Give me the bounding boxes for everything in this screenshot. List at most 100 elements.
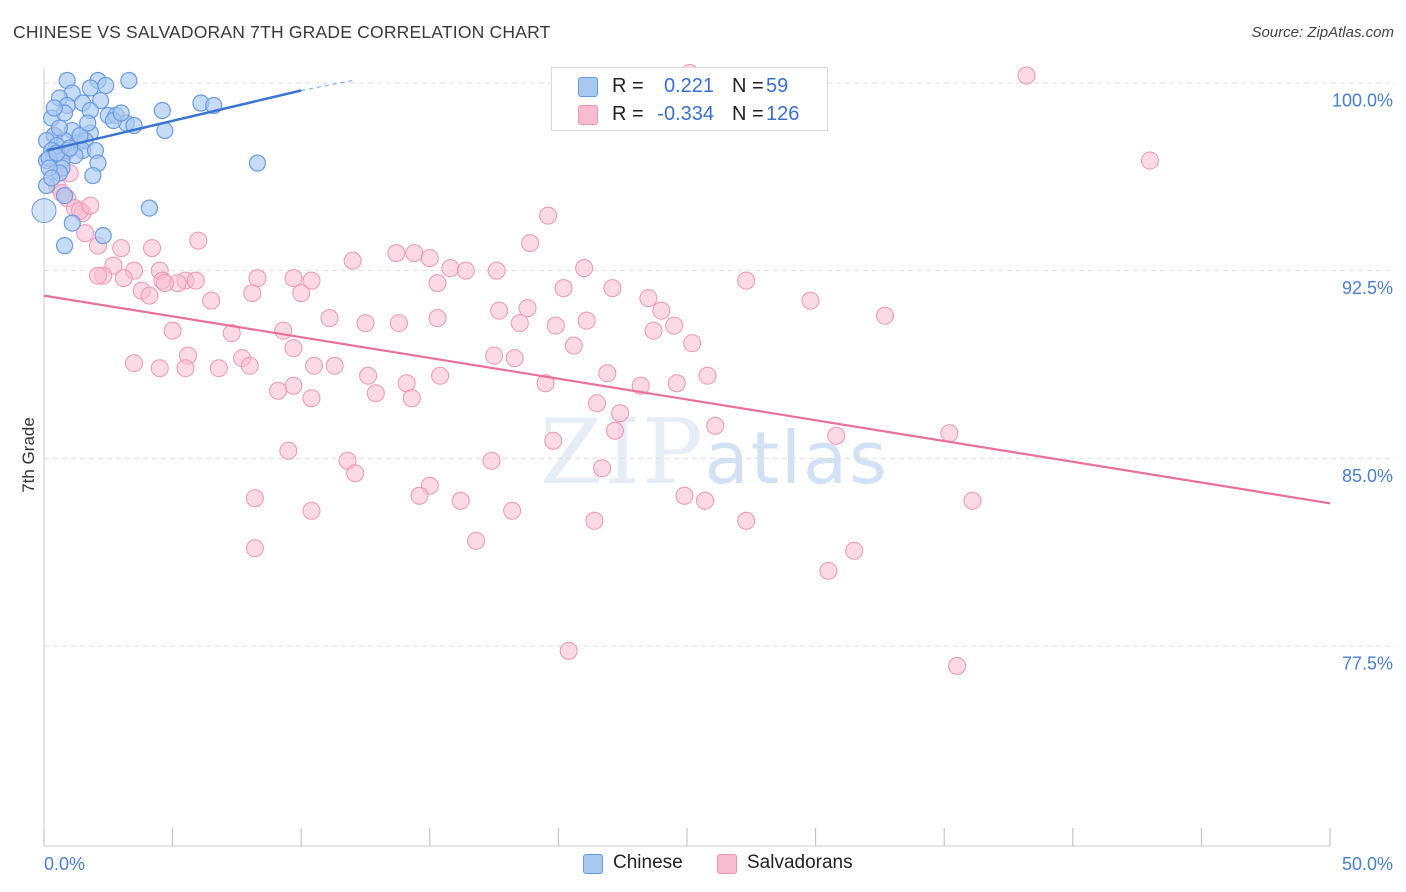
- r-value: -0.334: [657, 103, 714, 125]
- chinese-point: [79, 114, 97, 132]
- chinese-point: [94, 227, 112, 245]
- salvadorans-point: [737, 511, 756, 530]
- r-value: 0.221: [663, 75, 714, 97]
- chinese-point: [112, 104, 130, 122]
- y-tick-label: 100.0%: [1332, 91, 1393, 111]
- n-label: N =: [732, 103, 764, 125]
- chart-title: CHINESE VS SALVADORAN 7TH GRADE CORRELAT…: [13, 22, 551, 42]
- salvadorans-point: [240, 356, 259, 375]
- salvadorans-point: [536, 374, 555, 393]
- salvadorans-point: [112, 239, 131, 258]
- legend-row-chinese: R = 0.221 N = 59: [552, 72, 827, 100]
- salvadorans-point: [940, 424, 959, 443]
- n-value: 59: [766, 75, 789, 97]
- salvadorans-point: [737, 271, 756, 290]
- salvadorans-point: [467, 531, 486, 550]
- salvadorans-point: [948, 656, 967, 675]
- salvadorans-point: [397, 374, 416, 393]
- salvadorans-point: [683, 334, 702, 353]
- salvadorans-point: [81, 196, 100, 215]
- chinese-point: [45, 99, 63, 117]
- chinese-point: [50, 119, 69, 137]
- chinese-point: [140, 199, 159, 217]
- salvadorans-point: [76, 224, 95, 243]
- salvadorans-point: [420, 249, 439, 268]
- salvadorans-point: [284, 269, 303, 288]
- salvadorans-point: [644, 321, 663, 340]
- salvadorans-point: [544, 431, 563, 450]
- salvadorans-point: [451, 491, 470, 510]
- salvadorans-point: [801, 291, 820, 310]
- salvadorans-point: [456, 261, 475, 280]
- salvadorans-point: [305, 356, 324, 375]
- salvadorans-point: [487, 261, 506, 280]
- salvadorans-point: [503, 501, 522, 520]
- salvadorans-point: [585, 511, 604, 530]
- salvadorans-point: [1140, 151, 1159, 170]
- correlation-legend: R = 0.221 N = 59 R = -0.334 N = 126: [551, 67, 828, 131]
- salvadorans-point: [845, 541, 864, 560]
- salvadorans-point: [284, 376, 303, 395]
- salvadorans-point: [605, 421, 624, 440]
- n-value: 126: [766, 103, 800, 125]
- salvadorans-point: [325, 356, 344, 375]
- salvadorans-swatch: [717, 854, 737, 874]
- x-tick-label: 0.0%: [44, 854, 85, 874]
- salvadorans-point: [652, 301, 671, 320]
- salvadorans-point: [389, 314, 408, 333]
- salvadorans-point: [441, 259, 460, 278]
- salvadorans-point: [482, 451, 501, 470]
- salvadorans-point: [665, 316, 684, 335]
- salvadorans-point: [598, 364, 617, 383]
- series-legend: Chinese Salvadorans: [0, 852, 1406, 878]
- salvadorans-point: [485, 346, 504, 365]
- r-label: R =: [612, 103, 644, 125]
- salvadorans-point: [274, 321, 293, 340]
- salvadorans-point: [559, 641, 578, 660]
- salvadorans-point: [402, 389, 421, 408]
- salvadorans-swatch: [578, 105, 598, 125]
- salvadorans-point: [155, 274, 174, 293]
- salvadorans-point: [302, 389, 321, 408]
- salvadorans-point: [696, 491, 715, 510]
- salvadorans-point: [269, 381, 288, 400]
- salvadorans-point: [577, 311, 596, 330]
- salvadorans-point: [706, 416, 725, 435]
- legend-row-salvadorans: R = -0.334 N = 126: [552, 100, 827, 128]
- salvadorans-point: [963, 491, 982, 510]
- salvadorans-point: [405, 244, 424, 263]
- y-tick-label: 92.5%: [1342, 278, 1393, 298]
- salvadorans-point: [431, 366, 450, 385]
- salvadorans-point: [359, 366, 378, 385]
- salvadorans-point: [356, 314, 375, 333]
- salvadorans-point: [827, 426, 846, 445]
- n-label: N =: [732, 75, 764, 97]
- tick-labels: 77.5% 85.0% 92.5% 100.0% 0.0% 50.0%: [44, 91, 1393, 874]
- salvadorans-point: [302, 271, 321, 290]
- chinese-point: [84, 166, 102, 185]
- chinese-point: [55, 237, 74, 255]
- salvadorans-point: [209, 359, 228, 378]
- chinese-point: [43, 169, 61, 187]
- salvadorans-point: [505, 349, 524, 368]
- salvadorans-point: [675, 486, 694, 505]
- salvadorans-point: [284, 339, 303, 358]
- chinese-point: [120, 71, 138, 90]
- chinese-swatch: [578, 77, 598, 97]
- salvadorans-point: [202, 291, 221, 310]
- chinese-point: [55, 186, 74, 205]
- salvadorans-point: [143, 239, 162, 258]
- chinese-point: [97, 76, 115, 95]
- salvadorans-point: [554, 279, 573, 298]
- salvadorans-point: [186, 271, 205, 290]
- salvadorans-point: [819, 561, 838, 580]
- salvadorans-point: [564, 336, 583, 355]
- chinese-trend-line: [46, 89, 302, 152]
- salvadorans-point: [302, 501, 321, 520]
- salvadorans-point: [189, 231, 208, 250]
- salvadorans-point: [410, 486, 429, 505]
- chinese-point: [248, 154, 267, 172]
- chinese-points: [31, 71, 267, 255]
- y-axis-label: 7th Grade: [19, 417, 38, 493]
